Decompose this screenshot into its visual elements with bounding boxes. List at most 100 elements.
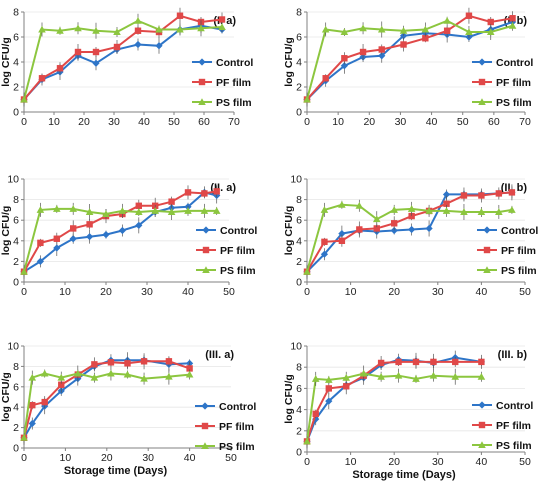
data-point xyxy=(325,376,333,383)
data-point xyxy=(53,244,61,252)
data-point xyxy=(134,27,142,34)
data-point xyxy=(442,190,451,199)
y-tick-label: 8 xyxy=(296,362,302,374)
data-point xyxy=(412,358,420,366)
y-tick-label: 8 xyxy=(13,7,19,19)
x-tick-label: 30 xyxy=(142,452,154,464)
chart-panel-5: 0 2 4 6 8 10 0 10 20 30 40 50 log CFU/g Storage time … xyxy=(0,341,256,478)
y-tick-label: 10 xyxy=(7,341,19,353)
data-point xyxy=(29,401,36,409)
y-tick-label: 2 xyxy=(13,82,19,94)
x-tick-label: 50 xyxy=(168,116,180,128)
data-point xyxy=(394,371,403,379)
data-point xyxy=(495,208,503,215)
data-point xyxy=(359,24,367,32)
legend-marker xyxy=(483,226,491,234)
y-tick-label: 10 xyxy=(290,341,302,353)
data-point xyxy=(429,371,438,379)
x-tick-label: 40 xyxy=(182,286,194,298)
data-point xyxy=(107,359,115,366)
data-point xyxy=(373,225,380,232)
x-axis-label: Storage time (Days) xyxy=(352,469,456,481)
data-point xyxy=(372,215,381,223)
x-axis-label: Storage time (Days) xyxy=(64,465,168,477)
x-tick-label: 30 xyxy=(395,116,407,128)
x-tick-label: 0 xyxy=(304,116,310,128)
data-point xyxy=(321,238,328,246)
data-point xyxy=(38,75,46,82)
data-point xyxy=(186,365,193,372)
y-tick-label: 4 xyxy=(296,57,302,69)
x-tick-label: 70 xyxy=(228,116,240,128)
data-point xyxy=(443,16,451,24)
data-point xyxy=(320,206,329,213)
data-point xyxy=(74,369,82,377)
panel-label: (III. a) xyxy=(205,349,234,361)
data-point xyxy=(56,65,64,72)
data-point xyxy=(151,207,159,214)
data-point xyxy=(478,358,485,366)
y-tick-label: 6 xyxy=(13,32,19,44)
legend-marker xyxy=(478,401,486,409)
data-point xyxy=(107,369,115,377)
data-point xyxy=(378,52,386,60)
x-tick-label: 30 xyxy=(432,286,444,298)
data-point xyxy=(118,226,126,235)
chart-panel-6: 0 2 4 6 8 10 0 10 20 30 40 50 log CFU/g Storage time … xyxy=(283,341,533,482)
data-point xyxy=(322,75,329,82)
data-point xyxy=(325,385,332,392)
data-point xyxy=(102,231,110,239)
data-point xyxy=(91,361,98,368)
y-tick-label: 0 xyxy=(13,277,19,289)
data-point xyxy=(412,375,420,382)
data-point xyxy=(165,372,173,380)
x-tick-label: 30 xyxy=(432,456,444,468)
y-tick-label: 10 xyxy=(290,174,302,186)
data-point xyxy=(465,12,473,19)
x-tick-label: 0 xyxy=(304,286,310,298)
data-point xyxy=(451,372,460,380)
data-point xyxy=(185,370,194,378)
data-point xyxy=(201,190,208,197)
data-point xyxy=(74,48,82,56)
y-tick-label: 2 xyxy=(13,256,19,268)
data-point xyxy=(36,257,44,265)
data-point xyxy=(135,202,142,209)
data-point xyxy=(176,12,184,19)
y-tick-label: 8 xyxy=(13,361,19,373)
legend-label: PS film xyxy=(220,265,256,277)
x-tick-label: 20 xyxy=(388,456,400,468)
legend-label: PS film xyxy=(501,265,537,277)
data-point xyxy=(508,21,517,29)
data-point xyxy=(176,25,184,33)
data-point xyxy=(41,398,48,406)
data-point xyxy=(377,359,385,367)
data-point xyxy=(113,28,121,35)
data-point xyxy=(391,220,398,227)
data-point xyxy=(478,192,485,199)
data-point xyxy=(356,226,363,233)
data-point xyxy=(400,41,407,48)
y-axis-label: log CFU/g xyxy=(283,374,295,424)
y-axis-label: log CFU/g xyxy=(0,37,12,87)
data-point xyxy=(487,18,494,26)
data-point xyxy=(90,373,99,381)
data-point xyxy=(321,25,330,33)
data-point xyxy=(508,206,516,213)
x-tick-label: 50 xyxy=(519,286,531,298)
data-point xyxy=(102,210,110,218)
x-tick-label: 10 xyxy=(60,452,72,464)
data-point xyxy=(303,437,311,445)
y-tick-label: 8 xyxy=(296,194,302,206)
legend-label: Control xyxy=(216,57,253,69)
data-point xyxy=(395,358,402,366)
y-axis-label: log CFU/g xyxy=(0,372,12,422)
data-point xyxy=(20,95,28,103)
legend-marker xyxy=(478,58,486,66)
data-point xyxy=(140,374,148,382)
chart-panel-4: 0 2 4 6 8 10 0 10 20 30 40 50 log CFU/g (II. b) Contro… xyxy=(283,174,538,299)
x-tick-label: 60 xyxy=(488,116,500,128)
legend-marker xyxy=(198,58,206,66)
legend-label: Control xyxy=(496,57,533,69)
x-tick-label: 30 xyxy=(141,286,153,298)
